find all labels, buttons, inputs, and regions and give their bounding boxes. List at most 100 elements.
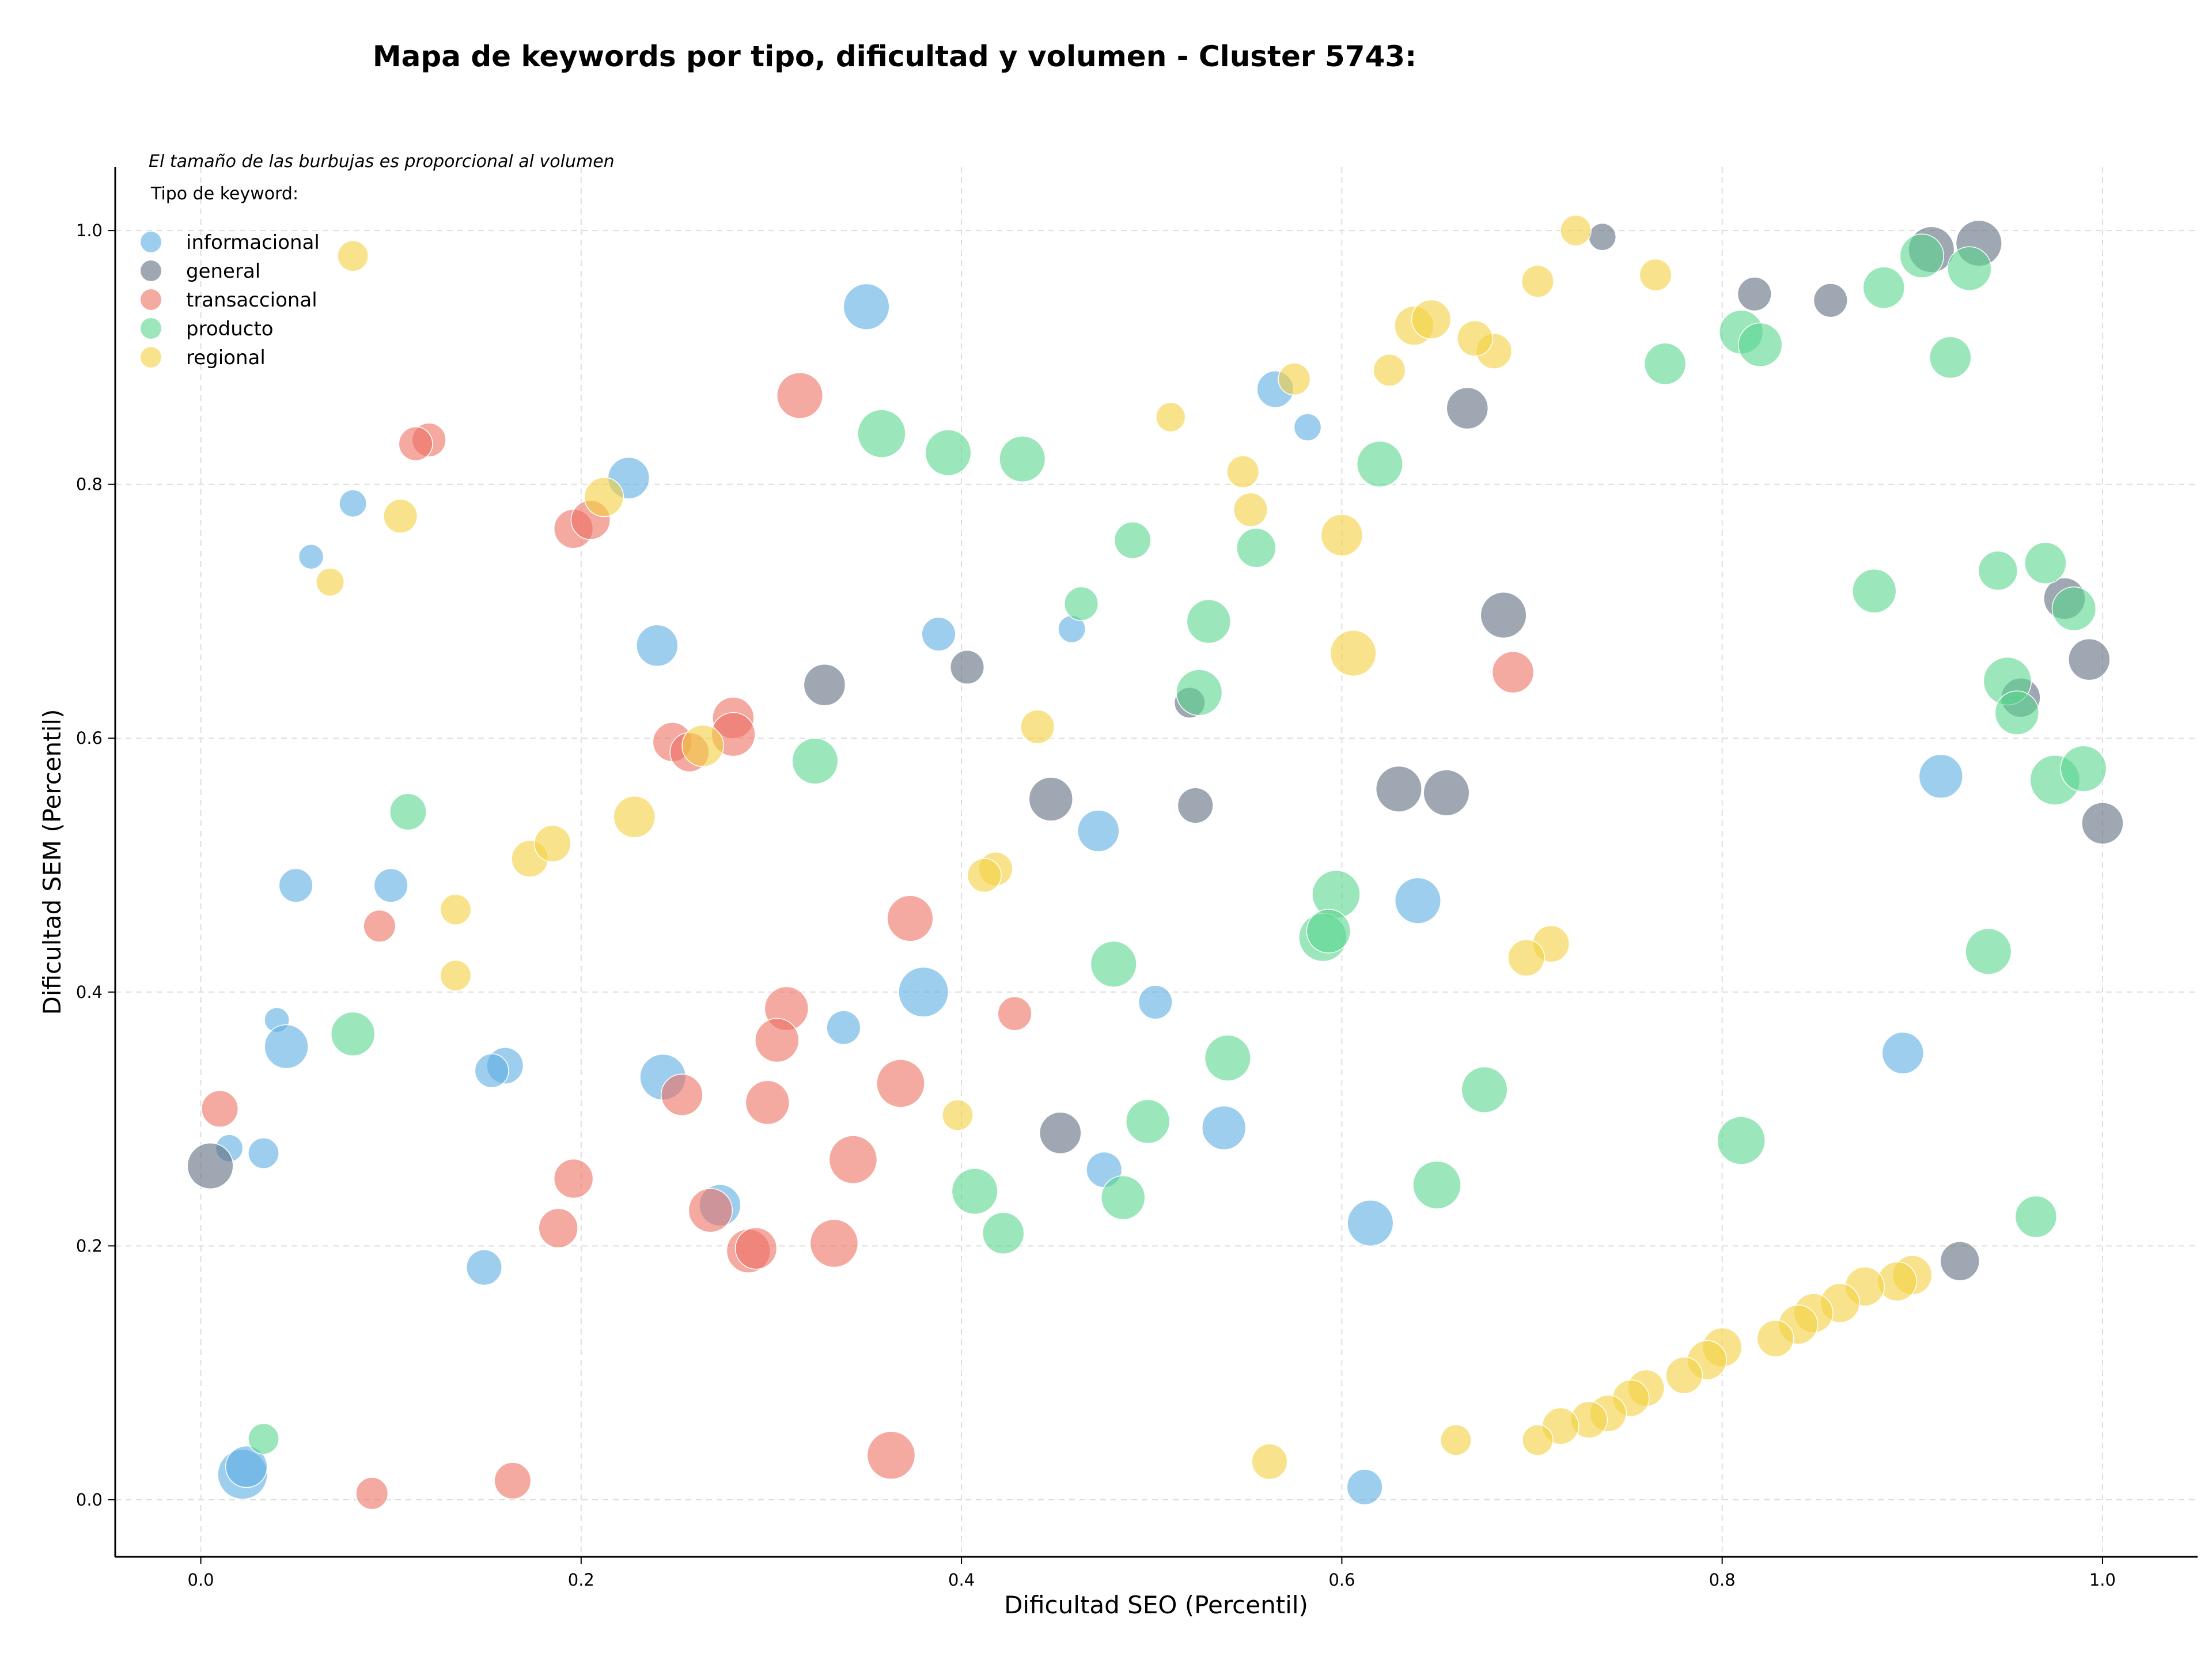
bubble-regional [316, 568, 345, 597]
bubble-producto [1356, 440, 1403, 487]
bubble-producto [1929, 336, 1972, 379]
bubble-producto [2024, 542, 2067, 585]
legend-label-informacional: informacional [186, 231, 320, 254]
bubble-informacional [248, 1137, 279, 1169]
bubble-producto [1862, 266, 1906, 309]
bubble-producto [248, 1423, 279, 1455]
bubble-general [1737, 277, 1772, 312]
bubble-regional [1020, 709, 1055, 744]
bubble-producto [1306, 909, 1351, 954]
bubble-producto [999, 436, 1046, 483]
bubble-general [1375, 765, 1422, 812]
bubble-transaccional [363, 909, 396, 943]
bubble-producto [2051, 586, 2097, 631]
bubble-producto [951, 1168, 998, 1215]
bubble-producto [2060, 745, 2107, 792]
bubble-producto [1236, 528, 1277, 568]
y-tick-label: 0.8 [76, 475, 103, 494]
bubble-informacional [1346, 1469, 1383, 1506]
bubble-informacional [465, 1249, 502, 1286]
y-tick-label: 0.4 [76, 982, 103, 1002]
legend-label-regional: regional [186, 346, 266, 369]
bubble-transaccional [866, 1431, 916, 1480]
bubble-transaccional [553, 1158, 594, 1199]
bubble-transaccional [398, 426, 433, 462]
bubble-transaccional [809, 1219, 859, 1268]
bubble-producto [925, 429, 972, 476]
bubble-transaccional [661, 1073, 703, 1116]
bubble-producto [1965, 928, 2012, 975]
bubble-regional [1233, 492, 1268, 527]
bubble-transaccional [997, 996, 1032, 1031]
bubble-transaccional [734, 1227, 778, 1270]
ticks: 0.0 0.2 0.4 0.6 0.8 1.0 0.0 0.2 0.4 0.6 0.8 1.0 [76, 221, 2116, 1590]
bubble-producto [330, 1011, 376, 1057]
legend: Tipo de keyword: informacional general tra… [141, 184, 320, 369]
bubble-regional [1522, 1424, 1554, 1456]
bubble-informacional [898, 966, 949, 1018]
bubble-regional [1226, 455, 1260, 489]
y-tick-label: 0.6 [76, 728, 103, 748]
bubble-producto [1994, 690, 2040, 735]
bubble-producto [1101, 1175, 1146, 1220]
bubble-transaccional [887, 895, 934, 942]
bubble-informacional [298, 543, 324, 570]
bubble-producto [1412, 1160, 1461, 1209]
bubble-informacional [843, 283, 890, 330]
bubble-informacional [1293, 413, 1322, 441]
bubble-informacional [921, 617, 956, 652]
series-producto [248, 233, 2107, 1455]
bubble-regional [383, 498, 418, 534]
bubble-producto [1204, 1034, 1251, 1081]
grid [115, 167, 2198, 1557]
y-tick-label: 0.2 [76, 1236, 103, 1255]
chart-title: Mapa de keywords por tipo, dificultad y … [373, 40, 1416, 73]
bubble-producto [389, 793, 427, 831]
bubble-regional [440, 959, 472, 992]
bubble-producto [857, 409, 906, 458]
bubble-regional [1373, 353, 1406, 387]
bubble-regional [337, 240, 369, 272]
bubble-regional [1156, 402, 1186, 433]
x-tick-label: 0.8 [1709, 1570, 1736, 1590]
bubbles [187, 214, 2124, 1510]
bubble-regional [533, 825, 571, 863]
series-informacional [215, 283, 1964, 1506]
bubble-regional [1330, 630, 1377, 677]
bubble-regional [1440, 1424, 1472, 1456]
bubble-informacional [1881, 1031, 1925, 1075]
bubble-general [1940, 1241, 1980, 1281]
bubble-transaccional [745, 1080, 790, 1125]
legend-label-general: general [186, 260, 260, 283]
bubble-regional [1756, 1319, 1794, 1357]
bubble-producto [1113, 521, 1152, 559]
bubble-general [1813, 283, 1848, 318]
bubble-informacional [474, 1053, 509, 1088]
bubble-regional [1639, 258, 1672, 292]
bubble-informacional [1202, 1105, 1247, 1151]
bubble-regional [942, 1099, 974, 1131]
bubble-producto [1090, 940, 1137, 988]
bubble-producto [1717, 1116, 1766, 1165]
legend-marker-informacional [141, 232, 161, 252]
bubble-general [1177, 787, 1214, 824]
bubble-informacional [339, 489, 368, 518]
bubble-transaccional [876, 1059, 925, 1108]
bubble-general [1588, 222, 1617, 251]
bubble-regional [681, 724, 724, 767]
bubble-informacional [636, 624, 679, 667]
y-tick-label: 1.0 [76, 221, 103, 240]
bubble-informacional [1138, 985, 1173, 1020]
bubble-transaccional [755, 1018, 800, 1063]
bubble-informacional [1347, 1200, 1394, 1247]
bubble-producto [1947, 246, 1992, 291]
bubble-transaccional [494, 1462, 532, 1500]
bubble-producto [1176, 669, 1223, 716]
bubble-regional [440, 894, 472, 925]
bubble-general [1028, 777, 1073, 822]
bubble-transaccional [828, 1135, 878, 1184]
legend-marker-general [141, 260, 161, 281]
bubble-general [1446, 387, 1489, 430]
bubble-informacional [1077, 810, 1120, 852]
